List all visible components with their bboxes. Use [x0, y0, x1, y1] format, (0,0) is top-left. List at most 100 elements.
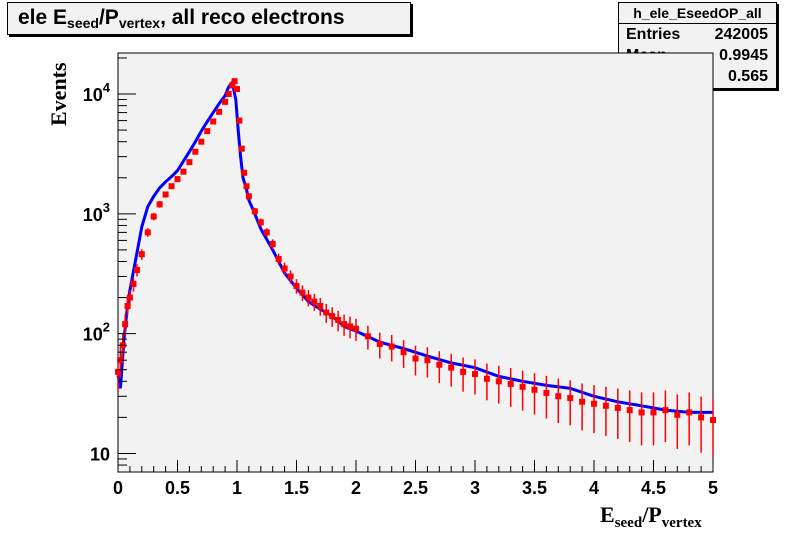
data-point	[299, 285, 306, 301]
data-point	[388, 334, 395, 362]
data-point	[138, 249, 145, 260]
data-point	[579, 383, 586, 431]
data-point	[507, 368, 514, 407]
data-point	[229, 82, 236, 89]
data-point	[174, 176, 181, 183]
data-point	[614, 388, 621, 439]
data-point	[225, 91, 232, 98]
data-point	[186, 159, 193, 166]
data-point	[216, 108, 223, 115]
stats-histogram-name: h_ele_EseedOP_all	[619, 3, 776, 24]
data-point	[662, 390, 669, 443]
data-point	[281, 262, 288, 275]
data-point	[122, 314, 129, 336]
data-point	[311, 293, 318, 311]
data-point	[124, 297, 131, 316]
data-point	[698, 396, 705, 453]
data-point	[335, 310, 342, 332]
x-tick-label: 0	[113, 478, 123, 498]
x-tick-label: 3.5	[522, 478, 547, 498]
data-point	[591, 385, 597, 434]
data-point	[424, 347, 431, 378]
data-point	[236, 117, 243, 124]
data-point	[483, 363, 490, 401]
y-tick-label: 103	[83, 200, 110, 225]
data-point	[126, 290, 133, 307]
data-point	[243, 183, 250, 190]
x-tick-label: 4.5	[641, 478, 666, 498]
data-point	[400, 340, 407, 369]
data-point	[263, 228, 270, 237]
data-point	[305, 290, 312, 307]
data-point	[198, 138, 205, 145]
data-point	[192, 148, 199, 155]
data-point	[531, 373, 538, 415]
data-point	[472, 359, 478, 395]
data-point	[234, 86, 240, 93]
data-point	[222, 98, 229, 105]
stats-key: Entries	[626, 26, 681, 43]
data-point	[674, 394, 681, 449]
data-point	[144, 228, 151, 237]
data-point	[162, 191, 169, 198]
stats-value: 0.565	[727, 68, 768, 85]
data-point	[238, 145, 245, 152]
x-tick-label: 1	[232, 478, 242, 498]
data-point	[251, 207, 258, 215]
data-point	[567, 380, 574, 426]
y-tick-label: 102	[83, 320, 110, 345]
x-tick-label: 0.5	[165, 478, 190, 498]
stats-value: 242005	[714, 26, 768, 43]
data-point	[210, 118, 217, 125]
data-point	[602, 386, 609, 436]
data-point	[287, 270, 294, 284]
data-point	[686, 392, 693, 446]
data-point	[134, 264, 141, 277]
data-point	[341, 314, 348, 336]
data-point	[269, 239, 276, 250]
y-axis-ticks: 10 102 103 104	[83, 57, 136, 473]
data-point	[543, 375, 550, 419]
data-point	[275, 253, 282, 265]
data-point	[204, 128, 211, 135]
plot-curves	[115, 78, 716, 457]
data-point	[168, 183, 175, 190]
data-point	[323, 303, 330, 323]
data-point	[353, 318, 359, 341]
histogram-title: ele Eseed/Pvertex, all reco electrons	[18, 6, 345, 31]
data-point	[130, 277, 137, 292]
y-tick-label: 104	[83, 80, 111, 105]
data-point	[495, 365, 502, 404]
x-tick-label: 1.5	[284, 478, 309, 498]
data-point	[436, 351, 443, 384]
x-tick-label: 2	[351, 478, 361, 498]
data-point	[245, 193, 252, 200]
data-point	[180, 168, 187, 175]
data-point	[412, 345, 419, 376]
x-axis-ticks: 0 0.5 1 1.5 2 2.5 3 3.5 4 4.5 5	[113, 460, 718, 498]
x-tick-label: 3	[470, 478, 480, 498]
data-point	[519, 370, 526, 411]
stats-row-entries: Entries 242005	[619, 24, 776, 45]
data-point	[638, 392, 645, 446]
data-point	[293, 279, 300, 294]
y-axis-label: Events	[46, 62, 71, 126]
data-point	[241, 169, 248, 176]
stats-value: 0.9945	[719, 47, 768, 64]
data-point	[650, 392, 657, 446]
data-point	[231, 78, 238, 85]
data-point	[257, 218, 264, 227]
histogram-title-box: ele Eseed/Pvertex, all reco electrons	[7, 2, 411, 35]
data-point	[448, 353, 455, 387]
plot-frame	[117, 52, 714, 473]
x-tick-label: 2.5	[403, 478, 428, 498]
data-point	[376, 332, 383, 359]
y-tick-label: 10	[90, 444, 110, 464]
data-point	[317, 297, 324, 316]
data-point	[329, 307, 336, 327]
x-tick-label: 4	[589, 478, 599, 498]
data-point	[710, 398, 716, 457]
data-point	[150, 212, 157, 221]
x-tick-label: 5	[708, 478, 718, 498]
